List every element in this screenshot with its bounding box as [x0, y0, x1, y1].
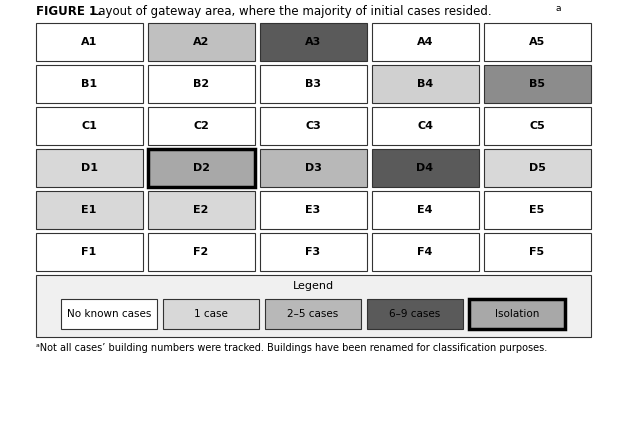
Bar [483, 65, 590, 103]
Text: F5: F5 [530, 247, 545, 257]
Bar [371, 65, 478, 103]
Text: Isolation: Isolation [495, 309, 539, 319]
Bar [469, 299, 565, 329]
Bar [260, 107, 366, 145]
Text: A3: A3 [305, 37, 321, 47]
Bar [36, 233, 143, 271]
Text: E1: E1 [81, 205, 96, 215]
Text: ᵃNot all cases’ building numbers were tracked. Buildings have been renamed for c: ᵃNot all cases’ building numbers were tr… [36, 343, 546, 353]
Text: F4: F4 [418, 247, 433, 257]
Text: A2: A2 [193, 37, 209, 47]
Bar [36, 191, 143, 229]
Text: B4: B4 [417, 79, 433, 89]
Text: B1: B1 [81, 79, 97, 89]
Bar [483, 23, 590, 61]
Text: E5: E5 [530, 205, 545, 215]
Bar [163, 299, 259, 329]
Text: E4: E4 [418, 205, 433, 215]
Bar [260, 191, 366, 229]
Bar [260, 149, 366, 187]
Text: No known cases: No known cases [67, 309, 151, 319]
Text: B3: B3 [305, 79, 321, 89]
Bar [148, 23, 255, 61]
Text: D1: D1 [81, 163, 98, 173]
Text: 6–9 cases: 6–9 cases [389, 309, 441, 319]
Bar [371, 149, 478, 187]
Bar [148, 191, 255, 229]
Text: D3: D3 [305, 163, 321, 173]
Text: C1: C1 [81, 121, 97, 131]
Text: Legend: Legend [292, 281, 334, 291]
Text: B5: B5 [529, 79, 545, 89]
Text: C3: C3 [305, 121, 321, 131]
Text: F2: F2 [193, 247, 208, 257]
Text: D4: D4 [416, 163, 434, 173]
Text: A4: A4 [417, 37, 433, 47]
Bar [367, 299, 463, 329]
Text: E2: E2 [193, 205, 208, 215]
Text: C4: C4 [417, 121, 433, 131]
Bar [260, 233, 366, 271]
Bar [483, 107, 590, 145]
Bar [148, 65, 255, 103]
Bar [371, 107, 478, 145]
Bar [371, 191, 478, 229]
Text: D2: D2 [193, 163, 210, 173]
Bar [36, 149, 143, 187]
Text: Layout of gateway area, where the majority of initial cases resided.: Layout of gateway area, where the majori… [88, 5, 491, 18]
Text: A5: A5 [529, 37, 545, 47]
Bar [36, 23, 143, 61]
Bar [148, 107, 255, 145]
Text: F1: F1 [81, 247, 96, 257]
Text: D5: D5 [528, 163, 545, 173]
Text: A1: A1 [81, 37, 97, 47]
Bar [36, 65, 143, 103]
Bar [260, 65, 366, 103]
Bar [61, 299, 157, 329]
Text: C5: C5 [529, 121, 545, 131]
Bar [36, 275, 590, 337]
Bar [483, 191, 590, 229]
Text: B2: B2 [193, 79, 209, 89]
Bar [260, 23, 366, 61]
Text: E3: E3 [305, 205, 321, 215]
Text: a: a [555, 4, 561, 13]
Bar [371, 233, 478, 271]
Bar [371, 23, 478, 61]
Bar [148, 233, 255, 271]
Bar [36, 107, 143, 145]
Bar [483, 149, 590, 187]
Text: 2–5 cases: 2–5 cases [287, 309, 339, 319]
Bar [265, 299, 361, 329]
Text: F3: F3 [305, 247, 321, 257]
Text: FIGURE 1.: FIGURE 1. [36, 5, 101, 18]
Bar [148, 149, 255, 187]
Text: 1 case: 1 case [194, 309, 228, 319]
Text: C2: C2 [193, 121, 209, 131]
Bar [483, 233, 590, 271]
